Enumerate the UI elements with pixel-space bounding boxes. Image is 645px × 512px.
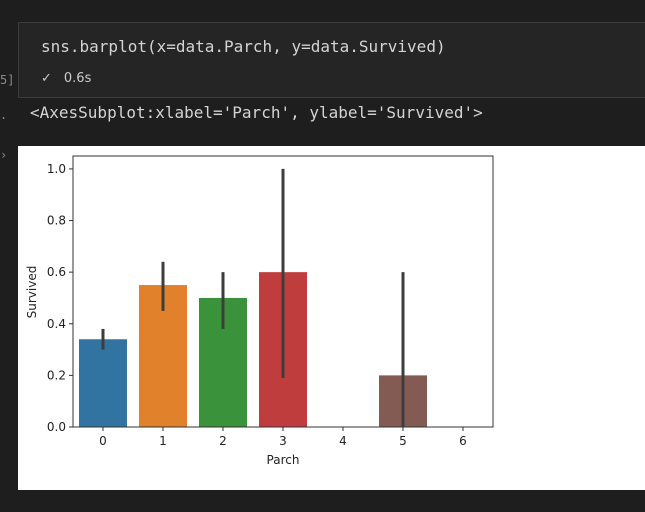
check-icon: ✓ bbox=[41, 71, 52, 86]
bar-0 bbox=[79, 339, 127, 427]
x-tick-label: 4 bbox=[339, 434, 347, 448]
y-tick-label: 0.8 bbox=[47, 214, 66, 228]
code-editor-line[interactable]: sns.barplot(x=data.Parch, y=data.Survive… bbox=[41, 37, 446, 56]
bar-chart: 0.0 0.2 0.4 0.6 0.8 1.0 0 1 2 3 4 5 6 Parch Survive… bbox=[25, 155, 494, 467]
cell-status: ✓ 0.6s bbox=[41, 71, 91, 86]
y-tick-label: 0.0 bbox=[47, 420, 66, 434]
code-cell[interactable]: sns.barplot(x=data.Parch, y=data.Survive… bbox=[18, 22, 645, 98]
x-tick-label: 2 bbox=[219, 434, 227, 448]
y-tick-label: 0.4 bbox=[47, 317, 66, 331]
x-tick-label: 1 bbox=[159, 434, 167, 448]
x-tick-label: 5 bbox=[399, 434, 407, 448]
y-tick-label: 1.0 bbox=[47, 162, 66, 176]
output-collapse-icon[interactable]: › bbox=[0, 148, 8, 162]
y-tick-label: 0.6 bbox=[47, 265, 66, 279]
execution-count: 5] bbox=[0, 73, 15, 87]
y-tick-label: 0.2 bbox=[47, 368, 66, 382]
y-axis-label: Survived bbox=[25, 266, 39, 319]
x-tick-label: 0 bbox=[99, 434, 107, 448]
gutter-dot: . bbox=[0, 108, 8, 122]
x-tick-label: 6 bbox=[459, 434, 467, 448]
execution-time: 0.6s bbox=[63, 71, 92, 86]
plot-output: 0.0 0.2 0.4 0.6 0.8 1.0 0 1 2 3 4 5 6 Parch Survive… bbox=[18, 146, 645, 490]
cell-output-text: <AxesSubplot:xlabel='Parch', ylabel='Sur… bbox=[30, 103, 483, 122]
x-tick-label: 3 bbox=[279, 434, 287, 448]
x-axis-label: Parch bbox=[267, 453, 300, 467]
